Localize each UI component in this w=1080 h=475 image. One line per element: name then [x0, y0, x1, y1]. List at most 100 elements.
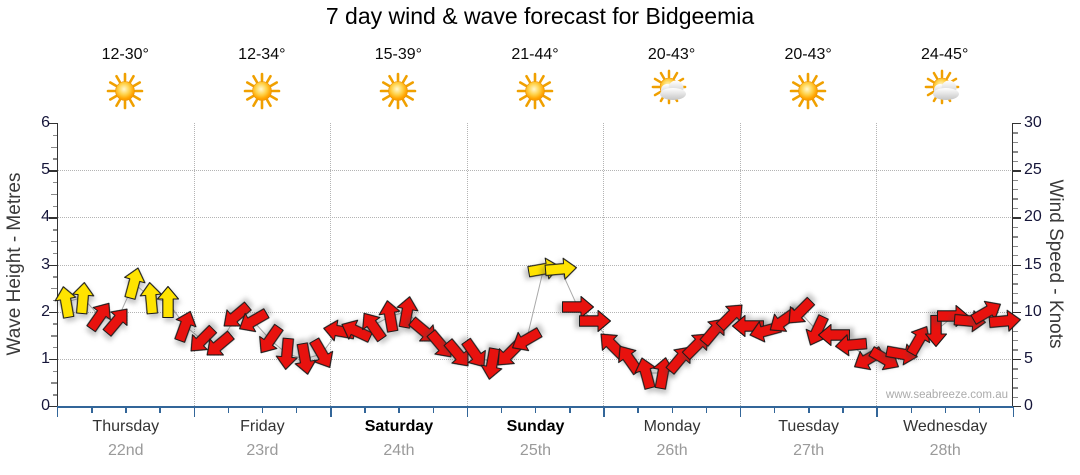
temperature-range-label: 20-43°: [647, 46, 696, 63]
bottom-axis-tick: [808, 408, 810, 413]
wind-speed-tick-label: 25: [1024, 161, 1042, 179]
wind-arrow: [499, 313, 554, 368]
left-axis-tick: [53, 370, 57, 373]
day-label: Thursday: [92, 418, 160, 435]
left-axis-tick: [53, 252, 57, 255]
left-axis-tick: [51, 240, 57, 243]
bottom-axis-tick: [57, 408, 59, 417]
bottom-axis-tick: [978, 408, 981, 413]
wind-arrow: [384, 288, 430, 334]
left-axis-tick: [51, 146, 57, 148]
wind-arrow: [129, 276, 172, 319]
wave-height-tick-label: 2: [41, 302, 50, 320]
temperature-range-label: 12-34°: [238, 46, 286, 63]
right-axis-tick: [1013, 264, 1021, 266]
weather-icon-sunny: [373, 66, 423, 116]
bottom-axis-tick: [637, 408, 639, 413]
day-boundary-gridline: [739, 123, 741, 406]
left-axis-tick: [51, 288, 57, 290]
wave-height-tick-label: 3: [41, 255, 50, 273]
right-axis-tick: [1013, 179, 1018, 181]
wave-height-tick-label: 5: [41, 161, 50, 179]
wind-arrow: [266, 332, 309, 375]
right-axis-line: [1012, 123, 1014, 407]
right-axis-tick: [1013, 236, 1018, 238]
wind-arrow: [771, 283, 828, 340]
wind-speed-tick-label: 15: [1024, 255, 1042, 273]
bottom-axis-tick: [432, 408, 434, 413]
wind-arrow: [243, 312, 299, 368]
left-axis-tick: [53, 323, 57, 325]
right-axis-tick: [1013, 283, 1018, 285]
date-label: 28th: [929, 442, 961, 459]
wind-speed-tick-label: 30: [1024, 114, 1042, 131]
wave-height-tick-label: 0: [41, 397, 50, 414]
wind-arrow: [72, 289, 128, 345]
right-axis-tick: [1013, 207, 1018, 210]
bottom-axis-tick: [398, 408, 400, 413]
bottom-axis-tick: [535, 408, 537, 413]
temperature-range-label: 21-44°: [511, 46, 559, 63]
wind-arrow: [916, 311, 956, 351]
left-axis-tick: [49, 217, 57, 219]
right-axis-tick: [1013, 387, 1018, 389]
day-label: Tuesday: [778, 418, 840, 435]
day-boundary-gridline: [466, 123, 468, 406]
left-axis-line: [57, 123, 59, 407]
wind-arrow: [892, 313, 947, 368]
right-axis-tick: [1013, 311, 1021, 314]
left-axis-tick: [53, 347, 57, 349]
bottom-axis-tick: [261, 408, 264, 413]
right-axis-tick: [1013, 358, 1021, 361]
right-axis-tick: [1013, 255, 1018, 257]
left-axis-tick: [49, 406, 57, 408]
wind-speed-tick-label: 5: [1024, 349, 1033, 367]
wind-arrow: [191, 316, 247, 372]
bottom-axis-tick: [500, 408, 503, 413]
bottom-axis-tick: [1013, 408, 1015, 417]
wind-arrow: [814, 315, 854, 355]
horizontal-gridline: [57, 217, 1013, 219]
right-axis-tick: [1013, 141, 1018, 144]
day-label: Monday: [643, 418, 701, 435]
left-axis-tick: [49, 264, 57, 266]
weather-icon-sunny: [100, 66, 150, 116]
bottom-axis-tick: [466, 408, 469, 417]
right-axis-tick: [1013, 170, 1021, 172]
temperature-range-label: 20-43°: [784, 46, 832, 63]
right-axis-tick: [1013, 273, 1018, 276]
right-axis-tick: [1013, 292, 1018, 295]
day-boundary-gridline: [330, 123, 332, 406]
wind-arrow: [575, 301, 615, 341]
right-axis-tick: [1013, 217, 1021, 219]
left-axis-tick: [49, 123, 57, 125]
bottom-axis-tick: [125, 408, 127, 413]
right-axis-tick: [1013, 151, 1018, 153]
left-axis-tick: [53, 205, 57, 207]
left-axis-tick: [53, 394, 57, 396]
left-axis-tick: [53, 181, 57, 184]
right-axis-tick: [1013, 396, 1018, 398]
right-axis-tick: [1013, 368, 1018, 370]
bottom-axis-tick: [603, 408, 605, 417]
right-axis-tick: [1013, 245, 1018, 248]
day-boundary-gridline: [876, 123, 878, 406]
right-axis-tick: [1013, 123, 1021, 125]
bottom-axis-tick: [774, 408, 776, 413]
right-axis-tick: [1013, 132, 1018, 134]
bottom-axis-tick: [193, 408, 195, 417]
bottom-axis-tick: [364, 408, 366, 413]
day-boundary-gridline: [193, 123, 195, 406]
bottom-axis-tick: [330, 408, 332, 417]
wind-arrow: [539, 248, 582, 291]
bottom-axis-tick: [671, 408, 673, 413]
date-label: 22nd: [107, 442, 144, 459]
wind-speed-tick-label: 20: [1024, 208, 1042, 226]
weather-icon-sunny: [237, 66, 287, 116]
wind-arrow: [174, 312, 231, 369]
date-label: 25th: [519, 442, 552, 459]
bottom-axis-tick: [842, 408, 844, 413]
right-axis-tick: [1013, 330, 1018, 332]
left-axis-tick: [51, 382, 57, 384]
